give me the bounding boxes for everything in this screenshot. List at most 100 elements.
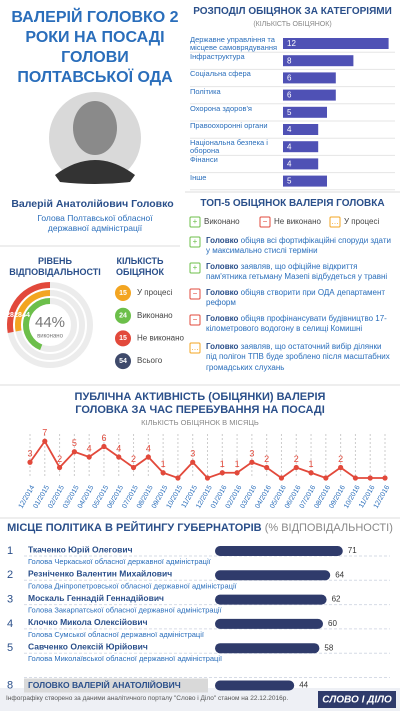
name: Москаль Геннадій Геннадійович — [28, 593, 164, 603]
value-label: 2 — [294, 454, 299, 464]
legend-label: Виконано — [204, 217, 240, 226]
bar — [283, 38, 389, 49]
promise: Головко обіцяв всі фортифікаційні споруд… — [206, 236, 394, 257]
name: Резніченко Валентин Михайлович — [28, 569, 172, 579]
bar — [283, 72, 336, 84]
point — [367, 475, 373, 481]
ring-arc — [23, 298, 51, 351]
bar — [215, 546, 343, 556]
position: Голова Закарпатської обласної державної … — [28, 606, 223, 615]
position: Голова Сумської обласної державної адмін… — [28, 630, 205, 639]
profile-name: Валерій Анатолійович Головко — [11, 198, 174, 210]
promise-text: обіцяв профінансувати будівництво 17-кіл… — [206, 314, 387, 334]
chart-title: КІЛЬКІСТЬ ОБІЦЯНОК — [115, 256, 164, 277]
count-name: У процесі — [137, 288, 172, 297]
chart-subtitle: (КІЛЬКІСТЬ ОБІЦЯНОК) — [253, 21, 332, 28]
bar — [215, 594, 327, 605]
bar-label: 12 — [287, 39, 296, 48]
count-value: 15 — [119, 335, 127, 342]
legend-icon — [259, 216, 271, 228]
value-label: 4 — [146, 443, 151, 453]
subtitle-text: (% ВІДПОВІДАЛЬНОСТІ) — [264, 522, 393, 534]
ring-label: 28 — [14, 312, 22, 319]
value-label: 3 — [27, 449, 32, 459]
legend-label: Не виконано — [274, 217, 321, 226]
bar — [215, 643, 320, 654]
category-label: Інфраструктура — [190, 52, 245, 62]
logo: СЛОВО І ДІЛО — [322, 695, 392, 706]
value-label: 5 — [72, 438, 77, 448]
point — [160, 470, 166, 476]
promise: Головко заявляв, що офіційне відкриття п… — [206, 262, 394, 283]
bar-label: 8 — [287, 56, 292, 65]
value-label: 3 — [249, 449, 254, 459]
promise-lead: Головко — [206, 342, 239, 351]
bar — [283, 175, 327, 187]
point — [190, 459, 196, 465]
count-value: 54 — [119, 358, 127, 365]
category-label: Державне управління та місцеве самовряду… — [190, 35, 278, 52]
point — [219, 470, 225, 476]
logo-box — [318, 691, 396, 708]
value-label: 1 — [309, 459, 314, 469]
point — [175, 475, 181, 481]
status-icon — [189, 262, 201, 274]
point — [56, 464, 63, 471]
center-value: 44% — [35, 314, 65, 331]
count-badge — [115, 307, 131, 324]
bar-label: 6 — [287, 74, 292, 83]
bar — [283, 158, 319, 170]
point — [323, 475, 329, 481]
bar-label: 5 — [287, 108, 292, 117]
ring-label: 44 — [22, 312, 30, 319]
point — [278, 475, 285, 481]
name: Ткаченко Юрій Олегович — [28, 544, 133, 554]
photo-body — [55, 160, 135, 184]
name: ГОЛОВКО ВАЛЕРІЙ АНАТОЛІЙОВИЧ — [28, 679, 181, 690]
category-label: Соціальна сфера — [190, 69, 251, 79]
name: Клочко Микола Олексійович — [28, 617, 148, 627]
value-label: 6 — [101, 433, 106, 443]
value-label: 2 — [57, 454, 62, 464]
legend-symbol: … — [331, 217, 339, 226]
bar-label: 71 — [348, 546, 357, 555]
category-label: Політика — [190, 86, 221, 96]
value-label: 1 — [161, 459, 166, 469]
ring-label: 28 — [6, 312, 14, 319]
promise-text: обіцяв створити при ОДА департамент рефо… — [206, 288, 386, 308]
value-label: 1 — [220, 459, 225, 469]
promise: Головко обіцяв профінансувати будівництв… — [206, 314, 394, 335]
chart-title: ПУБЛІЧНА АКТИВНІСТЬ (ОБІЦЯНКИ) ВАЛЕРІЯ Г… — [74, 391, 326, 417]
bar — [283, 124, 319, 135]
status-icon — [189, 314, 201, 326]
point — [145, 454, 151, 460]
legend-symbol: − — [263, 217, 268, 226]
category-label: Національна безпека і оборона — [190, 138, 268, 156]
bar-label: 58 — [324, 643, 333, 652]
name: Савченко Олексій Юрійович — [28, 641, 148, 651]
point — [382, 475, 388, 481]
rank: 2 — [7, 569, 13, 581]
chart-subtitle: КІЛЬКІСТЬ ОБІЦЯНОК В МІСЯЦЬ — [141, 418, 259, 427]
category-label: Інше — [190, 172, 207, 182]
rank: 8 — [7, 679, 13, 691]
promise: Головко обіцяв створити при ОДА департам… — [206, 288, 394, 309]
bar — [215, 680, 295, 691]
value-label: 2 — [264, 454, 269, 464]
footer-note: Інфографіку створено за даними аналітичн… — [6, 695, 289, 702]
value-label: 2 — [131, 454, 136, 464]
legend-label: У процесі — [344, 217, 379, 226]
value-label: 3 — [190, 449, 195, 459]
bar-label: 62 — [332, 595, 341, 604]
point — [71, 449, 77, 455]
point — [116, 454, 122, 460]
point — [101, 443, 107, 450]
top5-title: ТОП-5 ОБІЦЯНОК ВАЛЕРІЯ ГОЛОВКА — [200, 198, 385, 209]
promise-text: заявляв, що остаточний вибір ділянки під… — [206, 342, 390, 372]
promise-text: заявляв, що офіційне відкриття пам'ятник… — [206, 262, 388, 282]
title-text: МІСЦЕ ПОЛІТИКА В РЕЙТИНГУ ГУБЕРНАТОРІВ — [7, 522, 262, 534]
status-icon — [189, 288, 201, 300]
count-value: 24 — [119, 313, 127, 320]
category-label: Правоохоронні органи — [190, 121, 268, 130]
